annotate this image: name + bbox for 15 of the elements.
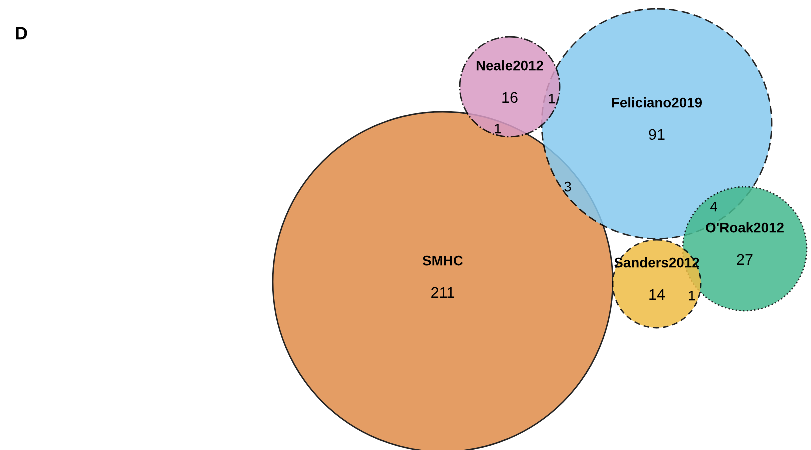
text: 1 [549,94,556,104]
data-label: 27 [737,254,753,265]
text: 3 [564,182,572,192]
data-label: 14 [650,289,666,300]
category-label: SMHC [422,256,464,266]
text: 4 [710,202,718,212]
text: 1 [495,124,502,134]
category-label: O'Roak2012 [706,222,784,233]
text: 1 [689,291,696,301]
category-label: Neale2012 [476,60,544,71]
category-label: Feliciano2019 [612,98,702,108]
data-label: 16 [502,92,518,104]
data-label: 91 [649,129,665,140]
data-label: 211 [432,287,454,298]
text: D [16,27,28,40]
